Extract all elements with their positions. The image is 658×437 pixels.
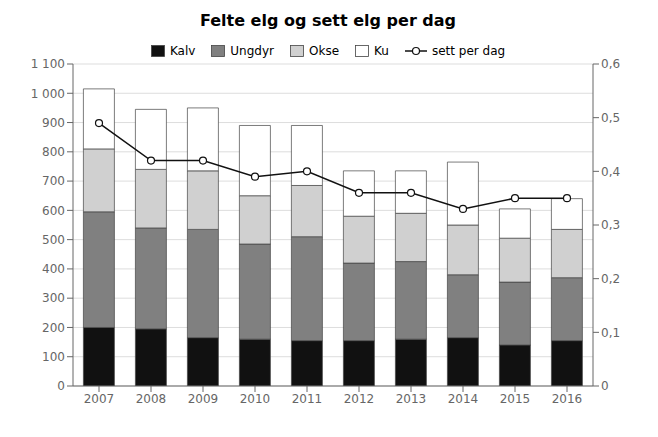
svg-text:800: 800: [42, 145, 65, 159]
svg-text:2010: 2010: [240, 392, 271, 406]
svg-text:2011: 2011: [292, 392, 323, 406]
svg-text:1 100: 1 100: [31, 57, 65, 71]
svg-text:1 000: 1 000: [31, 87, 65, 101]
svg-text:2008: 2008: [136, 392, 167, 406]
svg-text:200: 200: [42, 321, 65, 335]
svg-text:0: 0: [601, 379, 609, 393]
svg-text:0,6: 0,6: [601, 57, 620, 71]
svg-text:0: 0: [57, 379, 65, 393]
html-text:Ku: Ku: [374, 44, 389, 58]
svg-text:2007: 2007: [84, 392, 115, 406]
svg-text:600: 600: [42, 204, 65, 218]
svg-text:900: 900: [42, 116, 65, 130]
html-text:Kalv: Kalv: [169, 44, 196, 58]
html-text:Felte elg og sett elg per dag: Felte elg og sett elg per dag: [199, 11, 457, 30]
html-text:Okse: Okse: [309, 44, 339, 58]
html-text:Ungdyr: Ungdyr: [230, 44, 274, 58]
svg-text:500: 500: [42, 233, 65, 247]
svg-text:2009: 2009: [188, 392, 219, 406]
svg-text:100: 100: [42, 350, 65, 364]
svg-text:2014: 2014: [448, 392, 479, 406]
svg-text:2015: 2015: [500, 392, 531, 406]
svg-text:0,3: 0,3: [601, 218, 620, 232]
svg-text:0,5: 0,5: [601, 111, 620, 125]
svg-text:0,4: 0,4: [601, 165, 620, 179]
svg-text:2016: 2016: [552, 392, 583, 406]
html-text:sett per dag: sett per dag: [431, 44, 506, 58]
svg-text:2013: 2013: [396, 392, 427, 406]
svg-text:700: 700: [42, 174, 65, 188]
svg-text:300: 300: [42, 291, 65, 305]
svg-text:400: 400: [42, 262, 65, 276]
svg-text:0,1: 0,1: [601, 326, 620, 340]
svg-text:0,2: 0,2: [601, 272, 620, 286]
svg-text:2012: 2012: [344, 392, 375, 406]
